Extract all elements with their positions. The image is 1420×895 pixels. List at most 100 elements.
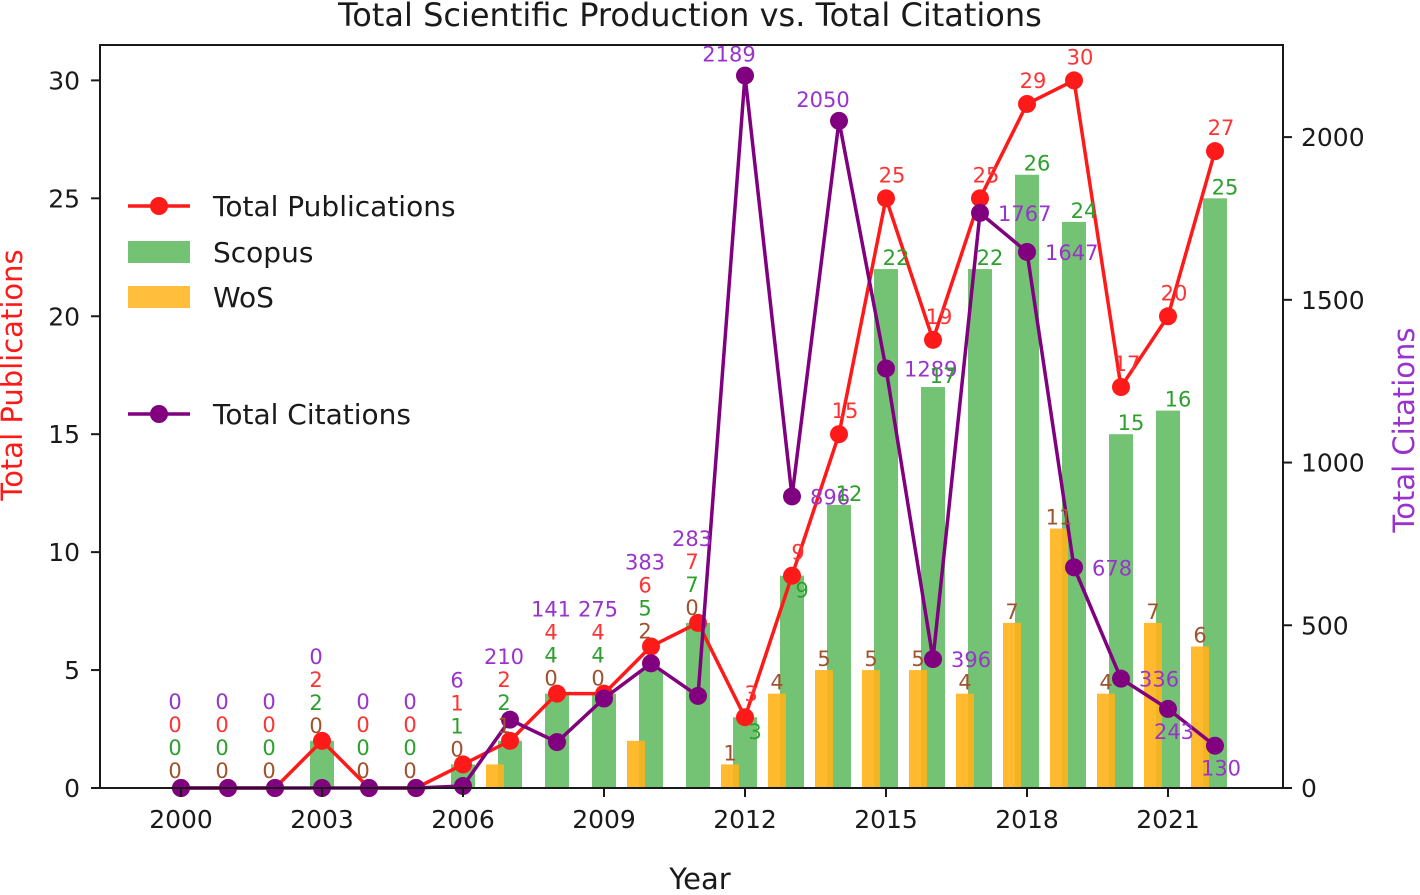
total-publications-value-label: 25 [879,163,906,187]
wos-bar [1191,646,1209,788]
total-publications-marker [548,684,566,703]
scopus-value-label: 4 [591,644,604,668]
total-citations-value-label: 383 [625,550,665,574]
total-publications-marker [1159,307,1177,326]
total-citations-value-label: 0 [309,645,322,669]
scopus-value-label: 22 [977,246,1004,270]
total-citations-marker [595,689,613,708]
total-citations-value-label: 896 [810,485,850,509]
total-publications-marker [313,731,331,750]
wos-bar [1003,622,1021,788]
scopus-value-label: 0 [262,736,275,760]
wos-value-label: 4 [770,671,783,695]
legend-wos-label: WoS [213,281,274,314]
scopus-bar [686,622,710,788]
y-left-tick-label: 30 [48,66,80,95]
total-publications-marker [642,637,660,656]
total-publications-marker [924,330,942,349]
total-citations-marker [1018,242,1036,261]
total-publications-marker [783,566,801,585]
x-tick-label: 2003 [290,805,354,834]
total-publications-value-label: 6 [638,573,651,597]
y-left-tick-label: 15 [48,420,80,449]
scopus-value-label: 3 [748,720,761,744]
legend-total-citations-marker [150,405,168,423]
scopus-value-label: 24 [1071,199,1098,223]
legend-scopus-label: Scopus [213,236,313,269]
plot-frame [99,44,1284,789]
total-citations-value-label: 130 [1201,757,1241,781]
scopus-value-label: 1 [450,714,463,738]
wos-value-label: 1 [723,741,736,765]
total-citations-value-label: 0 [403,690,416,714]
total-publications-marker [830,425,848,444]
scopus-value-label: 7 [685,573,698,597]
wos-value-label: 5 [817,647,830,671]
x-tick-label: 2018 [995,805,1059,834]
x-axis-title: Year [668,862,730,895]
total-citations-value-label: 1289 [904,357,957,381]
total-publications-value-label: 27 [1208,116,1235,140]
data-labels: 0000000000000220000000000116122210044141… [168,43,1241,783]
total-publications-value-label: 0 [215,713,228,737]
total-citations-value-label: 0 [215,690,228,714]
legend-scopus-swatch [128,241,190,263]
plot-area [172,66,1227,797]
scopus-value-label: 0 [215,736,228,760]
y-left-tick-label: 20 [48,302,80,331]
legend-total-publications-marker [150,197,168,215]
wos-value-label: 0 [685,596,698,620]
wos-value-label: 0 [591,667,604,691]
total-citations-marker [454,777,472,796]
scopus-value-label: 9 [795,579,808,603]
scopus-value-label: 16 [1165,388,1192,412]
wos-bar [486,764,504,788]
wos-value-label: 7 [1005,600,1018,624]
wos-bar [768,693,786,788]
total-citations-value-label: 243 [1154,720,1194,744]
wos-bar [1097,693,1115,788]
total-publications-value-label: 20 [1161,281,1188,305]
wos-bar [721,764,739,788]
y-axis-left-title: Total Publications [0,249,29,501]
legend-total-publications-label: Total Publications [212,190,456,223]
total-publications-marker [1206,142,1224,161]
scopus-value-label: 12 [836,482,863,506]
wos-value-label: 6 [1193,623,1206,647]
total-publications-value-label: 0 [403,713,416,737]
total-citations-marker [1112,669,1130,688]
scopus-value-label: 0 [403,736,416,760]
total-publications-marker [1018,94,1036,113]
y-right-tick-label: 1500 [1301,286,1365,315]
legend-wos-swatch [128,286,190,308]
x-tick-label: 2009 [572,805,636,834]
wos-bar [815,670,833,788]
total-publications-value-label: 3 [744,682,757,706]
scopus-value-label: 2 [497,691,510,715]
total-citations-marker [877,359,895,378]
scopus-value-label: 17 [930,364,957,388]
total-citations-value-label: 396 [951,648,991,672]
scopus-value-label: 0 [356,736,369,760]
y-right-tick-label: 1000 [1301,449,1365,478]
scopus-value-label: 25 [1212,175,1239,199]
total-citations-marker [1065,558,1083,577]
total-publications-value-label: 2 [309,668,322,692]
y-right-tick-label: 500 [1301,611,1349,640]
legend: Total Publications Scopus WoS Total Citatio… [128,190,456,431]
total-publications-marker [736,708,754,727]
wos-value-label: 0 [450,737,463,761]
y-right-tick-label: 2000 [1301,123,1365,152]
y-axis-right-title: Total Citations [1387,327,1420,533]
total-citations-marker [689,686,707,705]
wos-value-label: 0 [356,759,369,783]
wos-bar [956,693,974,788]
wos-value-label: 5 [864,647,877,671]
scopus-value-label: 22 [883,246,910,270]
total-citations-value-label: 283 [672,527,712,551]
y-left-tick-label: 25 [48,184,80,213]
total-citations-marker [1206,736,1224,755]
x-tick-label: 2021 [1136,805,1200,834]
total-citations-marker [924,650,942,669]
